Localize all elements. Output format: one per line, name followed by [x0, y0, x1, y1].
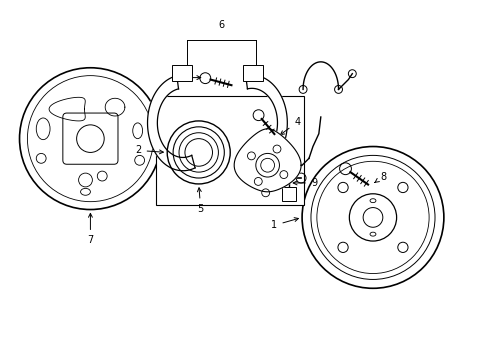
Circle shape — [302, 147, 443, 288]
Text: 7: 7 — [87, 213, 93, 245]
Text: 3: 3 — [177, 73, 201, 82]
Polygon shape — [234, 129, 301, 192]
Text: 9: 9 — [293, 178, 316, 188]
Polygon shape — [245, 75, 287, 168]
Text: 6: 6 — [218, 21, 224, 30]
Circle shape — [20, 68, 161, 210]
Text: 2: 2 — [135, 145, 163, 156]
Text: 1: 1 — [271, 218, 298, 230]
FancyBboxPatch shape — [172, 65, 191, 81]
FancyBboxPatch shape — [282, 187, 296, 201]
Text: 5: 5 — [197, 188, 203, 213]
Bar — [156, 96, 304, 204]
FancyBboxPatch shape — [243, 65, 262, 81]
Text: 8: 8 — [374, 172, 385, 183]
Polygon shape — [147, 76, 195, 171]
Text: 4: 4 — [280, 117, 300, 135]
